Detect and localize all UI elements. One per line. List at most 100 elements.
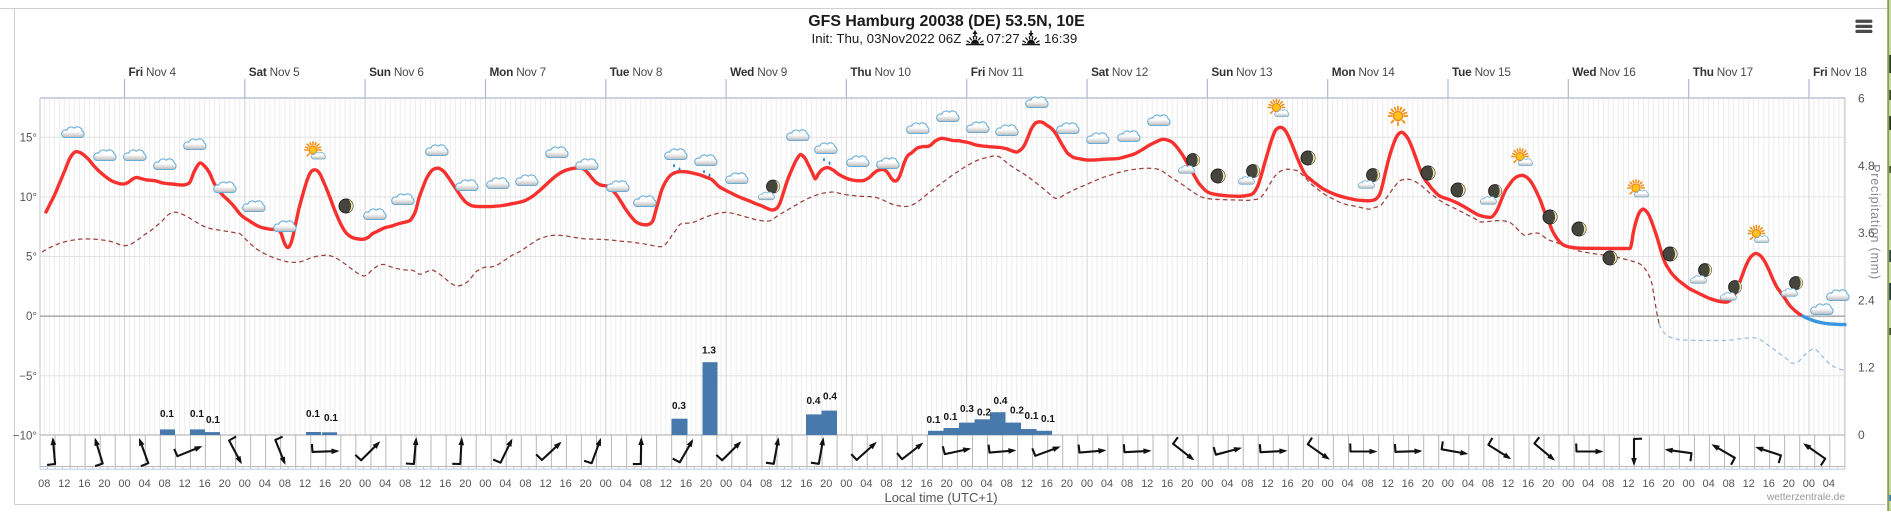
svg-text:20: 20: [1783, 478, 1795, 490]
svg-text:16: 16: [680, 478, 692, 490]
svg-text:wetterzentrale.de: wetterzentrale.de: [1766, 492, 1845, 503]
svg-text:12: 12: [900, 478, 912, 490]
svg-text:00: 00: [1201, 478, 1213, 490]
svg-text:12: 12: [299, 478, 311, 490]
svg-text:Tue Nov 15: Tue Nov 15: [1452, 65, 1511, 79]
svg-text:15°: 15°: [20, 132, 37, 144]
svg-text:04: 04: [1221, 478, 1233, 490]
svg-text:4.8: 4.8: [1858, 159, 1875, 173]
svg-text:08: 08: [1723, 478, 1735, 490]
svg-text:0.1: 0.1: [160, 409, 174, 420]
svg-text:Tue Nov 8: Tue Nov 8: [610, 65, 663, 79]
svg-text:3.6: 3.6: [1858, 226, 1875, 240]
svg-text:20: 20: [98, 478, 110, 490]
svg-text:12: 12: [539, 478, 551, 490]
svg-text:04: 04: [1462, 478, 1474, 490]
svg-text:12: 12: [58, 478, 70, 490]
svg-text:20: 20: [1542, 478, 1554, 490]
svg-text:−10°: −10°: [13, 430, 37, 442]
svg-text:12: 12: [1261, 478, 1273, 490]
svg-text:20: 20: [580, 478, 592, 490]
svg-text:10°: 10°: [20, 192, 37, 204]
svg-text:0.3: 0.3: [672, 401, 686, 412]
svg-text:12: 12: [1141, 478, 1153, 490]
svg-text:0.4: 0.4: [823, 392, 837, 403]
svg-text:Sat Nov 12: Sat Nov 12: [1091, 65, 1148, 79]
svg-text:16: 16: [319, 478, 331, 490]
svg-text:1.3: 1.3: [702, 346, 716, 357]
svg-text:Init: Thu, 03Nov2022 06Z: Init: Thu, 03Nov2022 06Z: [812, 31, 962, 46]
svg-text:20: 20: [459, 478, 471, 490]
svg-text:0.1: 0.1: [206, 415, 220, 426]
svg-text:00: 00: [840, 478, 852, 490]
svg-text:08: 08: [158, 478, 170, 490]
svg-text:20: 20: [1061, 478, 1073, 490]
svg-text:Local time (UTC+1): Local time (UTC+1): [884, 490, 997, 505]
svg-text:08: 08: [1482, 478, 1494, 490]
svg-text:1.2: 1.2: [1858, 361, 1875, 375]
svg-text:Fri Nov 11: Fri Nov 11: [971, 65, 1024, 79]
svg-text:0.1: 0.1: [1041, 414, 1055, 425]
svg-text:12: 12: [780, 478, 792, 490]
svg-text:Mon Nov 7: Mon Nov 7: [490, 65, 547, 79]
svg-text:0.4: 0.4: [807, 396, 821, 407]
svg-text:Wed Nov 16: Wed Nov 16: [1572, 65, 1636, 79]
svg-text:12: 12: [419, 478, 431, 490]
svg-text:00: 00: [720, 478, 732, 490]
svg-text:12: 12: [1743, 478, 1755, 490]
svg-text:12: 12: [1021, 478, 1033, 490]
svg-text:16: 16: [1041, 478, 1053, 490]
svg-text:5°: 5°: [26, 252, 37, 264]
svg-text:Wed Nov 9: Wed Nov 9: [730, 65, 787, 79]
svg-text:12: 12: [1622, 478, 1634, 490]
svg-text:0.1: 0.1: [927, 415, 941, 426]
svg-text:00: 00: [961, 478, 973, 490]
svg-text:12: 12: [1382, 478, 1394, 490]
svg-text:Mon Nov 14: Mon Nov 14: [1332, 65, 1396, 79]
svg-text:0°: 0°: [26, 311, 37, 323]
svg-text:08: 08: [640, 478, 652, 490]
svg-text:00: 00: [600, 478, 612, 490]
svg-text:00: 00: [1682, 478, 1694, 490]
svg-text:16: 16: [78, 478, 90, 490]
svg-text:Sun Nov 6: Sun Nov 6: [369, 65, 424, 79]
svg-text:Thu Nov 17: Thu Nov 17: [1693, 65, 1753, 79]
svg-text:20: 20: [219, 478, 231, 490]
svg-text:Sat Nov 5: Sat Nov 5: [249, 65, 300, 79]
svg-text:16: 16: [800, 478, 812, 490]
svg-text:20: 20: [820, 478, 832, 490]
svg-text:0.3: 0.3: [960, 404, 974, 415]
svg-text:0: 0: [1858, 428, 1865, 442]
svg-text:0.2: 0.2: [977, 408, 991, 419]
svg-text:16: 16: [920, 478, 932, 490]
svg-text:Fri Nov 18: Fri Nov 18: [1813, 65, 1867, 79]
svg-text:00: 00: [118, 478, 130, 490]
svg-text:00: 00: [479, 478, 491, 490]
svg-text:04: 04: [1702, 478, 1714, 490]
svg-text:16: 16: [1642, 478, 1654, 490]
svg-text:20: 20: [940, 478, 952, 490]
svg-text:12: 12: [1502, 478, 1514, 490]
svg-text:16: 16: [1402, 478, 1414, 490]
svg-text:08: 08: [880, 478, 892, 490]
svg-text:20: 20: [339, 478, 351, 490]
svg-text:04: 04: [499, 478, 511, 490]
svg-text:08: 08: [519, 478, 531, 490]
svg-text:12: 12: [179, 478, 191, 490]
svg-text:08: 08: [1121, 478, 1133, 490]
svg-text:04: 04: [620, 478, 632, 490]
svg-text:16: 16: [559, 478, 571, 490]
svg-text:08: 08: [760, 478, 772, 490]
svg-text:2.4: 2.4: [1858, 293, 1875, 307]
svg-text:00: 00: [239, 478, 251, 490]
svg-text:04: 04: [860, 478, 872, 490]
svg-text:0.1: 0.1: [1025, 411, 1039, 422]
svg-text:00: 00: [1562, 478, 1574, 490]
svg-text:16: 16: [1522, 478, 1534, 490]
svg-text:16: 16: [199, 478, 211, 490]
svg-text:16: 16: [1763, 478, 1775, 490]
svg-text:00: 00: [1442, 478, 1454, 490]
svg-text:0.1: 0.1: [324, 413, 338, 424]
svg-text:16:39: 16:39: [1044, 31, 1077, 46]
svg-text:0.1: 0.1: [944, 412, 958, 423]
